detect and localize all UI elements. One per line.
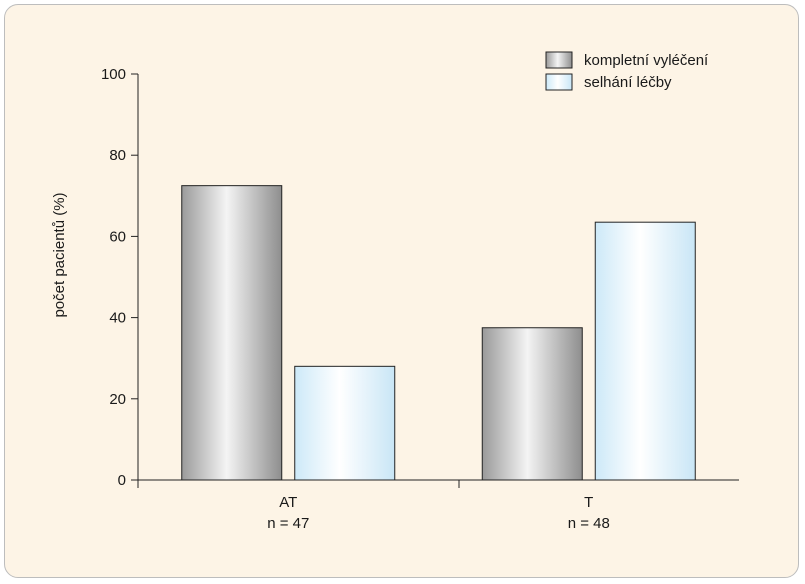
- x-category-sublabel: n = 47: [267, 515, 309, 532]
- legend-swatch: [545, 73, 573, 91]
- y-tick-label: 100: [101, 66, 126, 83]
- y-tick-label: 40: [109, 310, 126, 327]
- y-tick-label: 20: [109, 391, 126, 408]
- legend-swatch: [545, 51, 573, 69]
- y-tick-label: 80: [109, 147, 126, 164]
- bar-t-series-1: [481, 327, 583, 481]
- legend-label: kompletní vyléčení: [584, 52, 709, 69]
- bar-t-series-2: [594, 221, 696, 481]
- y-tick-label: 60: [109, 228, 126, 245]
- bar-at-series-1: [181, 185, 283, 481]
- y-tick-label: 0: [118, 472, 126, 489]
- y-axis-label: počet pacientů (%): [51, 192, 68, 317]
- legend: kompletní vyléčení selhání léčby: [545, 51, 709, 91]
- x-category-label: AT: [279, 494, 297, 511]
- x-category-label: T: [584, 494, 593, 511]
- bar-at-series-2: [294, 365, 396, 481]
- legend-label: selhání léčby: [584, 74, 672, 91]
- x-category-sublabel: n = 48: [568, 515, 610, 532]
